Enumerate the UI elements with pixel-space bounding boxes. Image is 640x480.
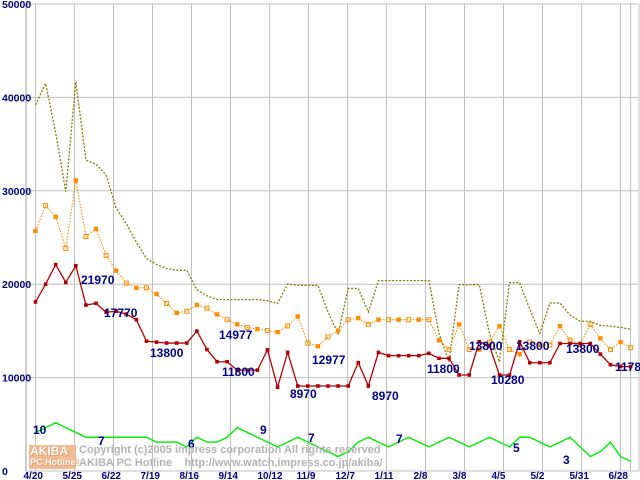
svg-text:13800: 13800 [566,342,600,356]
svg-text:12/7: 12/7 [336,471,356,480]
svg-text:5/31: 5/31 [570,471,590,480]
svg-text:1/11: 1/11 [375,471,394,480]
svg-text:8/16: 8/16 [180,471,200,480]
svg-text:10280: 10280 [491,373,525,387]
svg-text:11780: 11780 [615,360,640,374]
svg-text:6/22: 6/22 [102,471,122,480]
svg-text:21970: 21970 [81,273,115,287]
svg-text:40000: 40000 [2,92,31,104]
svg-text:7: 7 [396,432,403,446]
svg-text:10: 10 [33,423,47,437]
svg-text:10000: 10000 [2,373,31,385]
svg-text:2/8: 2/8 [414,471,428,480]
svg-text:4/5: 4/5 [492,471,506,480]
svg-text:5: 5 [513,441,520,455]
svg-text:9/14: 9/14 [219,471,239,480]
svg-text:12977: 12977 [312,353,346,367]
svg-text:8970: 8970 [372,389,399,403]
svg-text:11/9: 11/9 [297,471,316,480]
svg-text:30000: 30000 [2,186,31,198]
svg-text:13800: 13800 [469,339,503,353]
svg-text:8970: 8970 [290,387,317,401]
svg-text:3: 3 [563,453,570,467]
svg-text:9: 9 [260,423,267,437]
svg-text:7/19: 7/19 [141,471,161,480]
svg-text:0: 0 [2,466,8,478]
svg-text:50000: 50000 [2,0,31,11]
svg-text:7: 7 [308,431,315,445]
svg-text:4/20: 4/20 [24,471,44,480]
svg-text:10/12: 10/12 [258,471,283,480]
svg-text:20000: 20000 [2,279,31,291]
svg-text:14977: 14977 [219,328,253,342]
svg-text:11800: 11800 [222,365,255,379]
svg-text:5/2: 5/2 [531,471,545,480]
svg-text:17770: 17770 [104,306,138,320]
svg-text:11800: 11800 [427,362,460,376]
svg-text:13800: 13800 [150,346,184,360]
svg-text:3/8: 3/8 [453,471,467,480]
svg-text:6/28: 6/28 [609,471,629,480]
svg-text:13800: 13800 [516,339,550,353]
svg-text:5/25: 5/25 [63,471,83,480]
